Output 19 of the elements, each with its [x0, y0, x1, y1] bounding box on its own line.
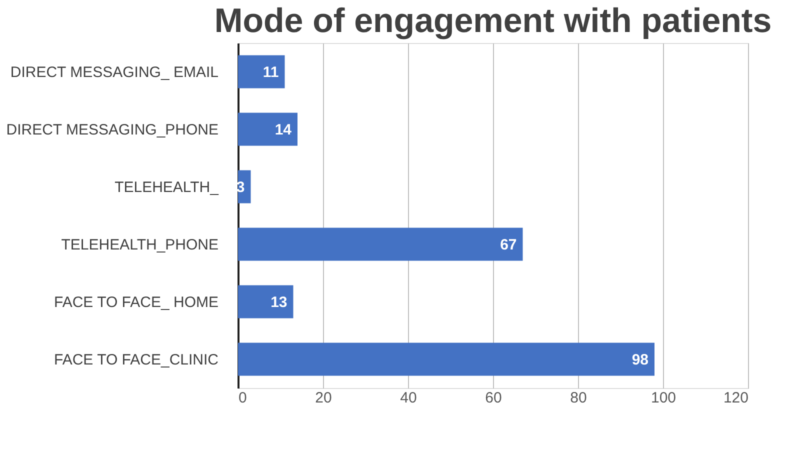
y-tick-label: DIRECT MESSAGING_PHONE [6, 121, 218, 138]
x-tick-label: 40 [400, 390, 417, 406]
x-tick-label: 100 [650, 390, 676, 406]
data-label: 67 [500, 236, 517, 254]
data-label: 14 [274, 121, 292, 138]
data-label: 13 [270, 294, 288, 311]
x-tick-label: 20 [315, 390, 332, 406]
x-tick-label: 0 [238, 390, 247, 406]
x-tick-label: 60 [485, 390, 502, 406]
y-tick-label: FACE TO FACE_CLINIC [54, 351, 219, 368]
y-tick-label: DIRECT MESSAGING_ EMAIL [10, 64, 218, 81]
chart-title: Mode of engagement with patients [214, 2, 772, 40]
y-tick-label: TELEHEALTH_ [114, 178, 220, 196]
y-tick-label: FACE TO FACE_ HOME [54, 294, 218, 311]
x-tick-label: 120 [723, 390, 748, 406]
y-tick-label: TELEHEALTH_PHONE [61, 236, 218, 254]
data-label: 98 [632, 351, 648, 368]
x-tick-label: 80 [570, 390, 587, 406]
data-label: 11 [262, 64, 279, 81]
